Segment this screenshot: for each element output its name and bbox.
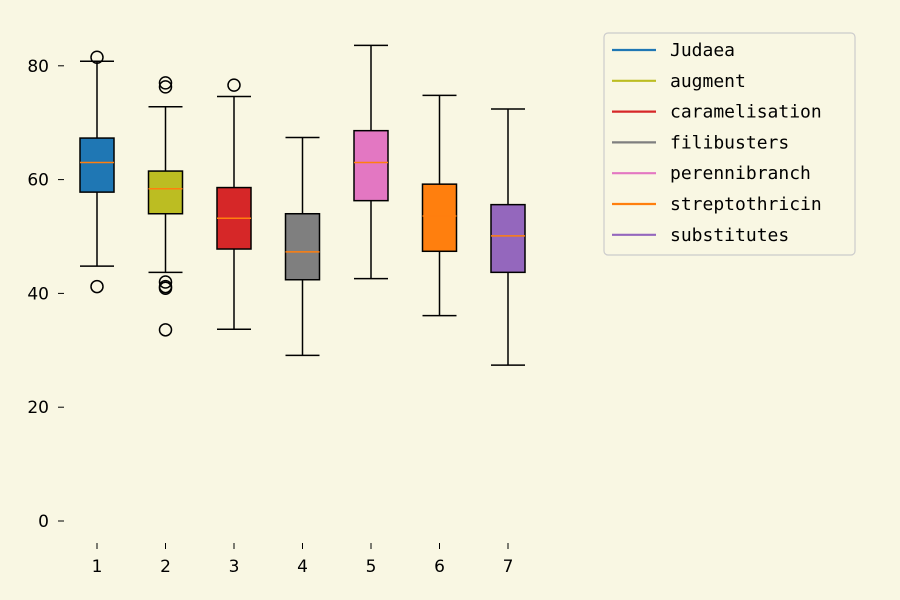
iqr-box [353, 129, 389, 202]
outlier-point [227, 78, 241, 92]
iqr-box [147, 170, 184, 215]
y-tick-label: 40 [27, 284, 49, 304]
legend-label: Judaea [670, 40, 735, 61]
iqr-box [421, 183, 458, 253]
legend-label: substitutes [670, 225, 789, 246]
box-augment [147, 76, 184, 337]
legend-label: filibusters [670, 132, 789, 153]
legend-item-streptothricin: streptothricin [612, 194, 822, 215]
box-filibusters [284, 136, 321, 357]
outlier-point [158, 76, 173, 90]
box-substitutes [490, 108, 526, 366]
iqr-box [284, 212, 321, 281]
x-tick-label: 7 [503, 557, 514, 577]
legend: Judaea augment caramelisation filibusters pe… [603, 32, 856, 256]
outlier-point [158, 80, 173, 94]
outlier-point [90, 279, 104, 294]
x-tick-label: 6 [434, 557, 445, 577]
x-tick-label: 2 [160, 557, 171, 577]
legend-label: augment [670, 71, 746, 92]
legend-item-perennibranch: perennibranch [612, 163, 811, 184]
outlier-point [158, 323, 173, 337]
iqr-box [490, 203, 526, 274]
iqr-box [79, 137, 115, 193]
x-axis: 1 2 3 4 5 6 7 [92, 543, 514, 577]
outlier-point [90, 50, 104, 65]
legend-item-filibusters: filibusters [612, 132, 789, 153]
box-caramelisation [216, 78, 252, 330]
legend-item-substitutes: substitutes [612, 225, 789, 246]
x-tick-label: 3 [229, 557, 240, 577]
y-tick-label: 20 [27, 398, 49, 418]
x-tick-label: 5 [366, 557, 377, 577]
x-tick-label: 4 [297, 557, 308, 577]
legend-label: streptothricin [670, 194, 822, 215]
legend-item-augment: augment [612, 71, 746, 92]
legend-label: perennibranch [670, 163, 811, 184]
y-tick-label: 60 [27, 171, 49, 191]
y-tick-label: 80 [27, 57, 49, 77]
legend-frame [603, 32, 856, 256]
legend-item-judaea: Judaea [612, 40, 735, 61]
outlier-point [158, 281, 173, 296]
box-streptothricin [421, 94, 458, 317]
box-judaea [79, 50, 115, 294]
legend-item-caramelisation: caramelisation [612, 102, 822, 123]
outlier-point [158, 275, 173, 289]
plot-area [79, 44, 526, 366]
x-tick-label: 1 [92, 557, 103, 577]
y-tick-label: 0 [38, 512, 49, 532]
legend-label: caramelisation [670, 102, 822, 123]
y-axis: 0 20 40 60 80 [27, 57, 64, 532]
box-perennibranch [353, 44, 389, 280]
